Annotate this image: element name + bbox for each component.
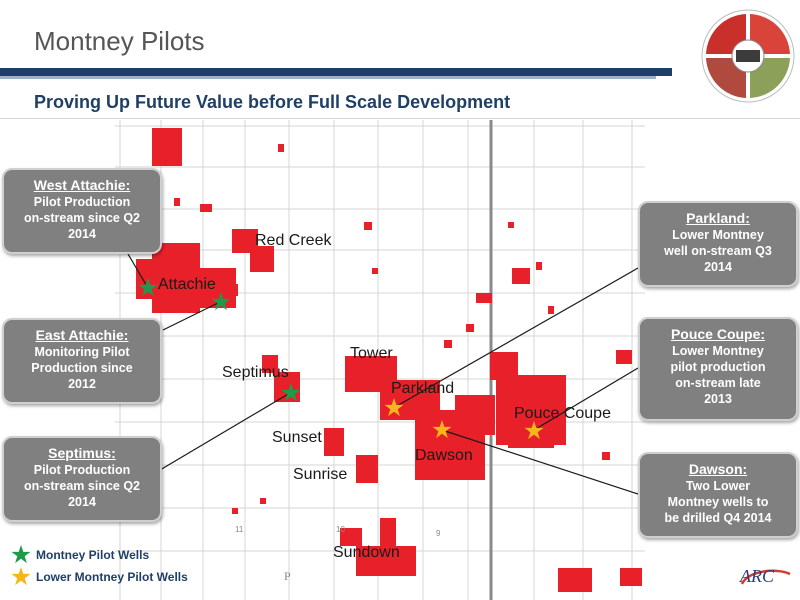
star-west-attachie bbox=[138, 278, 158, 297]
legend-row-lower-montney: Lower Montney Pilot Wells bbox=[10, 566, 188, 588]
callout-west-attachie: West Attachie: Pilot Production on-strea… bbox=[2, 168, 162, 254]
callout-title: Parkland: bbox=[686, 210, 750, 226]
callout-line: well on-stream Q3 bbox=[664, 244, 772, 258]
star-pouce-coupe bbox=[524, 421, 544, 440]
legend-row-montney: Montney Pilot Wells bbox=[10, 544, 188, 566]
callout-dawson: Dawson: Two Lower Montney wells to be dr… bbox=[638, 452, 798, 538]
label-dawson: Dawson bbox=[415, 447, 473, 464]
grid-number-11: 11 bbox=[235, 525, 244, 534]
callout-line: 2014 bbox=[68, 227, 96, 241]
header-band-light bbox=[0, 76, 656, 79]
header-band bbox=[0, 68, 672, 76]
subtitle-rule bbox=[0, 118, 800, 119]
callout-line: pilot production bbox=[670, 360, 766, 374]
callout-line: Pilot Production bbox=[33, 463, 131, 477]
green-star-icon bbox=[11, 545, 31, 564]
wheel-segment-bottom-right bbox=[750, 58, 790, 98]
callout-parkland: Parkland: Lower Montney well on-stream Q… bbox=[638, 201, 798, 287]
wheel-segment-bottom-left bbox=[706, 58, 746, 98]
callout-line: Monitoring Pilot bbox=[34, 345, 130, 359]
star-east-attachie bbox=[211, 292, 231, 311]
callout-line: on-stream since Q2 bbox=[23, 479, 140, 493]
grid-letter-p: P bbox=[284, 569, 291, 583]
callout-line: Lower Montney bbox=[672, 344, 764, 358]
callout-line: Montney wells to bbox=[667, 495, 769, 509]
callout-line: Lower Montney bbox=[672, 228, 764, 242]
strategy-wheel-logo bbox=[701, 9, 795, 103]
label-septimus: Septimus bbox=[222, 364, 289, 381]
label-tower: Tower bbox=[350, 345, 393, 362]
callout-line: 2012 bbox=[68, 377, 96, 391]
callout-title: West Attachie: bbox=[33, 177, 131, 193]
callout-line: on-stream late bbox=[675, 376, 761, 390]
legend-label-montney: Montney Pilot Wells bbox=[36, 548, 150, 562]
callout-line: 2014 bbox=[704, 260, 732, 274]
label-sundown: Sundown bbox=[333, 544, 400, 561]
callout-line: Production since bbox=[31, 361, 133, 375]
label-sunrise: Sunrise bbox=[293, 466, 347, 483]
yellow-star-icon bbox=[11, 567, 31, 586]
wheel-segment-top-right bbox=[750, 14, 790, 54]
map-legend: Montney Pilot Wells Lower Montney Pilot … bbox=[10, 544, 188, 588]
callout-pouce-coupe: Pouce Coupe: Lower Montney pilot product… bbox=[638, 317, 798, 421]
callout-line: Two Lower bbox=[685, 479, 751, 493]
label-red-creek: Red Creek bbox=[255, 232, 332, 249]
callout-line: on-stream since Q2 bbox=[23, 211, 140, 225]
callout-title: Septimus: bbox=[48, 445, 116, 461]
star-dawson bbox=[432, 420, 452, 439]
star-septimus bbox=[281, 383, 301, 402]
arc-logo: ARC bbox=[740, 566, 774, 586]
page-title: Montney Pilots bbox=[34, 26, 205, 56]
callout-east-attachie: East Attachie: Monitoring Pilot Producti… bbox=[2, 318, 162, 404]
land-holdings bbox=[136, 128, 642, 592]
small-parcels bbox=[174, 144, 610, 514]
grid-number-9: 9 bbox=[436, 529, 441, 538]
callout-title: Dawson: bbox=[688, 461, 748, 477]
arc-logo-swoosh bbox=[740, 569, 791, 585]
legend-label-lower-montney: Lower Montney Pilot Wells bbox=[36, 570, 188, 584]
callout-title: Pouce Coupe: bbox=[670, 326, 766, 342]
callout-title: East Attachie: bbox=[35, 327, 129, 343]
label-attachie: Attachie bbox=[158, 276, 216, 293]
grid-number-10: 10 bbox=[336, 525, 345, 534]
callout-line: be drilled Q4 2014 bbox=[664, 511, 772, 525]
label-sunset: Sunset bbox=[272, 429, 322, 446]
label-parkland: Parkland bbox=[391, 380, 454, 397]
well-stars bbox=[138, 278, 544, 440]
callout-line: Pilot Production bbox=[33, 195, 131, 209]
callout-line: 2014 bbox=[68, 495, 96, 509]
callout-leader-lines bbox=[127, 253, 639, 495]
wheel-segment-top-left bbox=[706, 14, 746, 54]
callout-septimus: Septimus: Pilot Production on-stream sin… bbox=[2, 436, 162, 522]
star-parkland bbox=[384, 398, 404, 417]
callout-line: 2013 bbox=[704, 392, 732, 406]
page-subtitle: Proving Up Future Value before Full Scal… bbox=[34, 92, 511, 112]
